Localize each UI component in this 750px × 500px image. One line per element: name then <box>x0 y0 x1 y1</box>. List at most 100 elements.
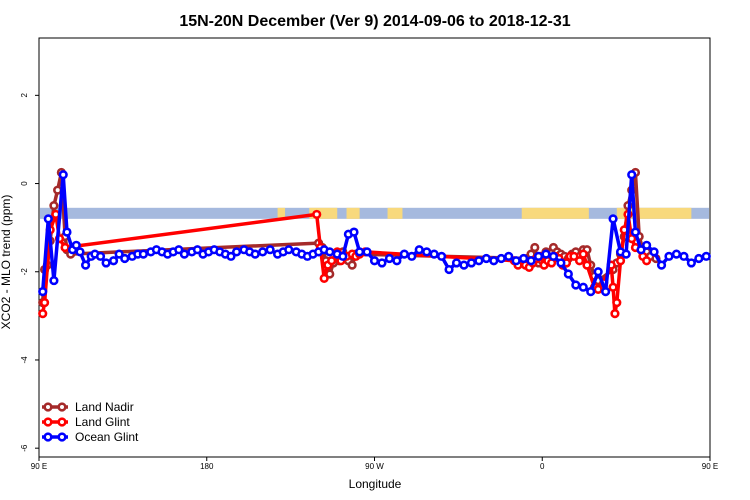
legend-swatch-marker <box>57 432 67 442</box>
ocean-glint-point <box>533 251 544 261</box>
ocean-glint-point <box>526 256 536 266</box>
land-glint-point <box>574 256 585 266</box>
land-glint-point <box>38 309 48 319</box>
ocean-glint-point <box>511 256 521 266</box>
y-tick-label: -4 <box>20 356 29 364</box>
ocean-glint-point <box>519 253 529 264</box>
land-glint-point <box>39 298 50 308</box>
ocean-glint-point <box>422 247 432 257</box>
ocean-glint-point <box>593 267 603 277</box>
ocean-glint-point <box>349 227 359 237</box>
ocean-glint-point <box>694 253 704 264</box>
x-tick-label: 0 <box>540 462 545 471</box>
ocean-glint-point <box>627 170 637 180</box>
legend-swatch-marker <box>43 432 53 442</box>
ocean-glint-point <box>71 240 81 250</box>
land-glint-point <box>642 256 652 266</box>
ocean-glint-point <box>325 247 335 257</box>
y-tick-label: -6 <box>20 444 29 452</box>
land-nadir-point <box>347 260 357 270</box>
ocean-glint-point <box>481 253 491 264</box>
ocean-glint-point <box>429 249 439 259</box>
x-tick-label: 90 E <box>702 462 718 471</box>
map-band <box>40 207 709 219</box>
ocean-glint-point <box>265 245 275 255</box>
ocean-glint-point <box>120 253 130 264</box>
ocean-glint-point <box>636 245 646 255</box>
land-glint-point <box>615 256 626 266</box>
ocean-glint-point <box>362 247 372 257</box>
ocean-glint-point <box>671 249 682 259</box>
ocean-glint-point <box>338 251 348 261</box>
ocean-glint-point <box>701 251 711 261</box>
land-glint-point <box>319 273 329 283</box>
ocean-glint-point <box>541 249 551 259</box>
ocean-glint-point <box>621 249 631 259</box>
ocean-glint-point <box>284 245 294 255</box>
land-band <box>616 207 692 219</box>
land-glint-point <box>593 284 603 295</box>
ocean-glint-point <box>556 258 566 268</box>
ocean-glint-point <box>62 227 72 237</box>
land-band <box>309 207 338 219</box>
ocean-glint-point <box>504 251 514 261</box>
land-glint-point <box>582 260 592 270</box>
ocean-glint-point <box>75 247 85 257</box>
ocean-glint-point <box>226 251 236 261</box>
ocean-glint-point <box>451 258 462 268</box>
ocean-glint-series <box>38 170 711 297</box>
land-glint-point <box>60 242 70 253</box>
ocean-glint-point <box>179 249 189 259</box>
ocean-glint-point <box>642 240 652 250</box>
ocean-glint-point <box>414 245 424 255</box>
y-axis-label: XCO2 - MLO trend (ppm) <box>0 195 13 330</box>
ocean-glint-line <box>40 172 707 294</box>
ocean-glint-point <box>474 256 484 266</box>
ocean-glint-point <box>377 258 387 268</box>
land-band <box>521 207 589 219</box>
ocean-glint-point <box>369 256 380 266</box>
ocean-glint-point <box>571 280 581 290</box>
ocean-glint-point <box>656 260 667 270</box>
ocean-band <box>40 207 709 219</box>
legend-swatch-marker <box>43 417 53 427</box>
ocean-glint-point <box>437 251 447 261</box>
ocean-glint-point <box>444 264 454 275</box>
x-axis: 90 E 180 90 W 0 90 E <box>31 457 718 471</box>
ocean-glint-point <box>250 249 260 259</box>
legend-swatch-marker <box>57 417 67 427</box>
ocean-glint-point <box>548 251 559 261</box>
ocean-glint-point <box>108 256 119 266</box>
land-nadir-point <box>49 201 59 211</box>
ocean-glint-point <box>601 287 611 297</box>
ocean-glint-point <box>192 245 203 255</box>
x-tick-label: 90 E <box>31 462 47 471</box>
x-tick-label: 180 <box>200 462 214 471</box>
land-glint-point <box>610 309 620 319</box>
ocean-glint-point <box>58 170 68 180</box>
ocean-glint-point <box>384 253 395 264</box>
ocean-glint-point <box>489 256 499 266</box>
ocean-glint-point <box>114 249 124 259</box>
land-glint-point <box>569 251 579 261</box>
x-tick-label: 90 W <box>365 462 384 471</box>
land-band <box>346 207 360 219</box>
land-glint-point <box>327 256 337 266</box>
y-tick-label: 2 <box>20 93 29 98</box>
series-layer <box>38 167 711 319</box>
ocean-glint-point <box>392 256 402 266</box>
ocean-glint-point <box>407 251 417 261</box>
ocean-glint-point <box>38 287 48 297</box>
ocean-glint-point <box>496 253 506 264</box>
ocean-glint-point <box>649 247 659 257</box>
legend-swatch-marker <box>43 402 53 412</box>
ocean-glint-point <box>586 287 596 297</box>
ocean-glint-point <box>95 251 106 261</box>
ocean-glint-point <box>174 245 184 255</box>
ocean-glint-point <box>49 275 59 286</box>
chart-title: 15N-20N December (Ver 9) 2014-09-06 to 2… <box>179 13 570 30</box>
land-glint-point <box>608 282 618 292</box>
ocean-glint-point <box>679 251 689 261</box>
